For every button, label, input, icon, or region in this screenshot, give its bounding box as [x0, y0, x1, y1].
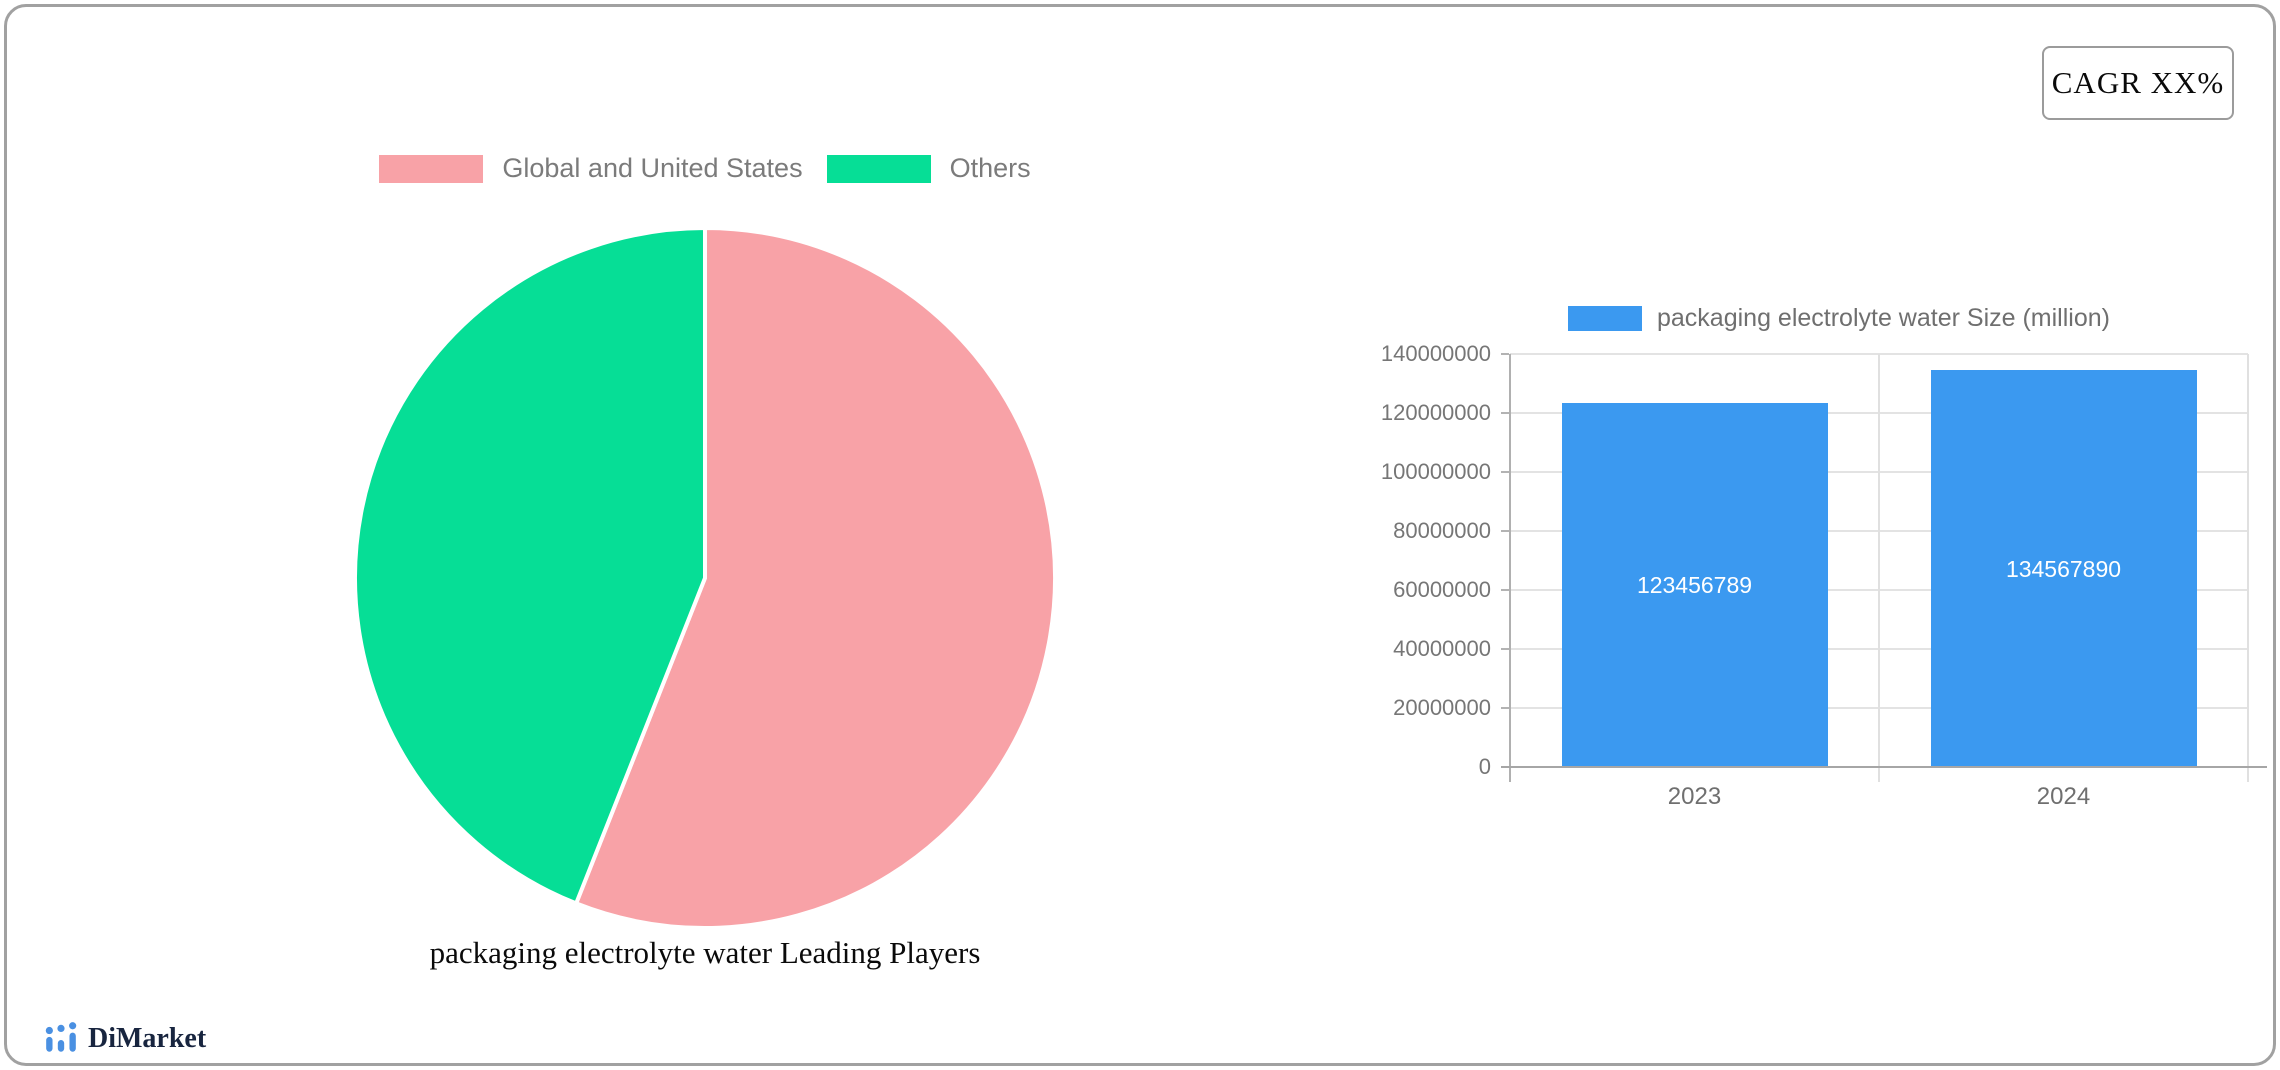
y-tick-mark — [1501, 471, 1509, 473]
y-tick-mark — [1501, 412, 1509, 414]
x-tick-label-2024: 2024 — [2036, 783, 2091, 810]
bar-legend-label: packaging electrolyte water Size (millio… — [1657, 304, 2110, 332]
y-tick-label: 0 — [1478, 754, 1491, 779]
bar-2023[interactable] — [1561, 402, 1828, 767]
legend-item-global-united-states[interactable]: Global and United States — [379, 153, 803, 184]
x-tick-label-2023: 2023 — [1667, 783, 1722, 810]
bar-x-axis: 2023 2024 — [1510, 783, 2248, 817]
y-tick-label: 80000000 — [1393, 518, 1491, 543]
y-tick-mark — [1501, 589, 1509, 591]
y-tick-mark — [1501, 707, 1509, 709]
brand-logo: DiMarket — [43, 1021, 206, 1057]
brand-logo-text: DiMarket — [88, 1023, 207, 1054]
bar-plot: 123456789 134567890 — [1510, 353, 2249, 782]
cagr-label: CAGR XX% — [2051, 65, 2225, 100]
report-card: CAGR XX% Global and United States Others… — [4, 4, 2276, 1066]
y-tick-mark — [1501, 648, 1509, 650]
legend-label-global-united-states: Global and United States — [502, 153, 803, 183]
y-tick-mark — [1501, 530, 1509, 532]
x-axis-line — [1501, 766, 2267, 768]
cagr-badge: CAGR XX% — [2042, 46, 2234, 120]
bar-value-label-2023: 123456789 — [1636, 571, 1753, 598]
y-tick-label: 140000000 — [1380, 341, 1491, 366]
y-axis-line — [1509, 354, 1511, 782]
gridline-vertical — [2247, 354, 2249, 782]
bar-legend-swatch — [1568, 306, 1642, 331]
y-tick-label: 100000000 — [1380, 459, 1491, 484]
legend-swatch-global-united-states — [379, 154, 484, 183]
pie-chart[interactable] — [349, 222, 1061, 934]
y-tick-mark — [1501, 353, 1509, 355]
bar-value-label-2024: 134567890 — [2005, 555, 2122, 582]
y-tick-label: 40000000 — [1393, 636, 1491, 661]
y-tick-label: 120000000 — [1380, 400, 1491, 425]
bar-legend[interactable]: packaging electrolyte water Size (millio… — [1568, 304, 2110, 333]
pie-slice-1[interactable] — [353, 226, 707, 906]
y-tick-label: 20000000 — [1393, 695, 1491, 720]
pie-chart-title: packaging electrolyte water Leading Play… — [429, 935, 981, 970]
bar-y-axis: 0 20000000 40000000 60000000 80000000 1000000… — [1329, 341, 1509, 779]
bar-2024[interactable] — [1930, 370, 2197, 767]
legend-swatch-others — [826, 154, 931, 183]
legend-item-others[interactable]: Others — [826, 153, 1031, 184]
gridline-vertical — [1878, 354, 1880, 782]
y-tick-label: 60000000 — [1393, 577, 1491, 602]
pie-slice-0[interactable] — [574, 226, 1057, 930]
bar-chart-logo-icon — [45, 1022, 77, 1052]
legend-label-others: Others — [949, 153, 1031, 183]
pie-legend: Global and United States Others — [301, 153, 1109, 184]
